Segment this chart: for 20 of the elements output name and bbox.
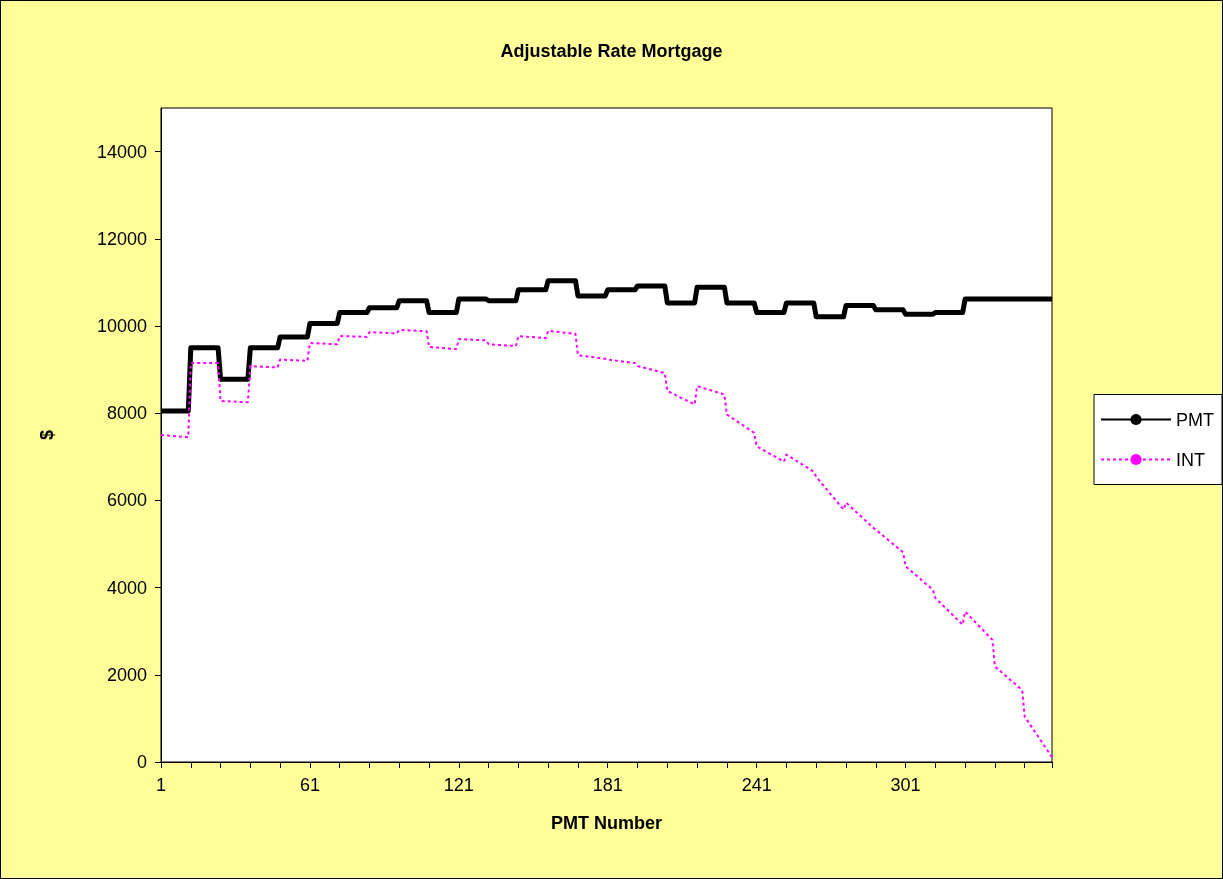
y-tick-label: 10000 bbox=[96, 316, 147, 336]
y-tick-label: 2000 bbox=[106, 664, 147, 685]
y-tick-label: 8000 bbox=[106, 403, 147, 424]
x-axis-title: PMT Number bbox=[550, 813, 663, 833]
legend-label: INT bbox=[1176, 449, 1205, 470]
chart-title: Adjustable Rate Mortgage bbox=[500, 41, 723, 61]
y-tick-label: 6000 bbox=[106, 490, 147, 511]
y-tick-label: 0 bbox=[136, 752, 147, 772]
legend-label: PMT bbox=[1176, 409, 1214, 430]
x-tick-label: 301 bbox=[890, 775, 921, 795]
x-tick-label: 241 bbox=[741, 775, 772, 795]
x-tick-label: 61 bbox=[299, 775, 320, 795]
y-tick-label: 4000 bbox=[106, 577, 147, 598]
y-tick-label: 12000 bbox=[96, 228, 147, 249]
x-tick-label: 1 bbox=[155, 775, 167, 795]
line-series bbox=[160, 328, 1053, 759]
x-tick-label: 181 bbox=[592, 775, 623, 795]
y-tick-label: 14000 bbox=[96, 141, 147, 162]
y-axis-title: $ bbox=[37, 429, 57, 441]
x-tick-label: 121 bbox=[443, 775, 474, 795]
